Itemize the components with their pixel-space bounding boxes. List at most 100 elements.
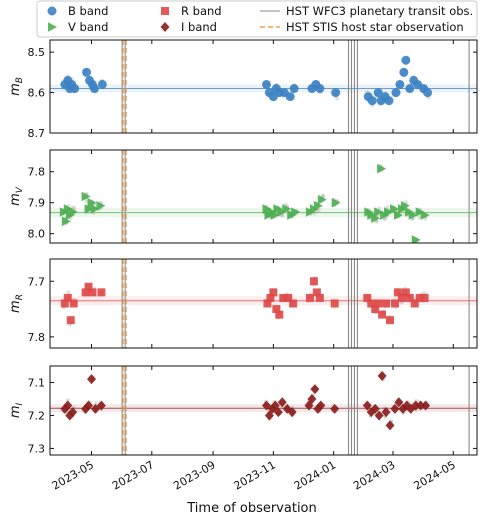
data-point	[310, 384, 320, 395]
data-point	[89, 84, 99, 94]
data-point	[423, 88, 433, 98]
data-point	[371, 305, 380, 314]
data-point	[263, 299, 272, 308]
y-tick-label: 7.7	[28, 275, 46, 288]
data-point	[277, 397, 287, 408]
data-point	[395, 79, 405, 89]
y-tick-label: 7.8	[28, 331, 46, 344]
data-point	[81, 191, 91, 202]
data-point	[378, 310, 387, 319]
legend-marker	[48, 22, 57, 32]
data-point	[269, 288, 278, 297]
exposure-point	[377, 206, 382, 211]
axes-frame	[49, 149, 478, 244]
data-point	[289, 299, 298, 308]
data-point	[371, 213, 381, 223]
data-point	[63, 400, 73, 411]
exposure-point	[403, 200, 408, 205]
legend-marker	[160, 22, 170, 32]
data-point	[411, 400, 421, 411]
data-point	[405, 293, 414, 302]
data-point	[81, 288, 90, 297]
data-point	[415, 207, 425, 217]
data-point	[401, 55, 411, 65]
data-point	[291, 207, 301, 217]
panel-i: 7.1 7.2 7.3 mI	[8, 365, 478, 456]
data-point	[90, 204, 100, 214]
legend-marker	[161, 7, 169, 15]
data-point	[393, 288, 402, 297]
data-point	[411, 235, 421, 243]
y-tick-label: 8.6	[28, 87, 46, 100]
y-tick-label: 7.1	[28, 376, 46, 389]
data-point	[261, 79, 271, 89]
data-point	[390, 403, 400, 414]
data-point	[416, 400, 426, 411]
legend-entry: HST STIS host star observation	[260, 20, 464, 34]
x-tick-label: 2023-09	[171, 458, 217, 492]
data-point	[282, 204, 292, 214]
x-axis-label: Time of observation	[186, 501, 317, 516]
exposure-point	[417, 215, 422, 220]
data-point	[289, 84, 299, 94]
data-point	[305, 293, 314, 302]
data-point	[362, 400, 372, 411]
data-point	[415, 293, 424, 302]
data-point	[420, 210, 430, 220]
y-tick-label: 7.3	[28, 442, 46, 455]
data-point	[68, 207, 78, 217]
data-point	[277, 207, 287, 217]
data-point	[87, 197, 97, 208]
data-point	[315, 293, 324, 302]
data-point	[97, 288, 106, 297]
panel-v: 7.8 7.9 8.0 mV	[8, 149, 478, 244]
data-point	[408, 210, 418, 220]
data-point	[68, 407, 78, 418]
x-tick-label: 2023-05	[50, 458, 96, 492]
data-point	[384, 96, 394, 106]
exposure-point	[93, 401, 98, 406]
y-axis-label: mR	[8, 294, 25, 313]
data-point	[284, 293, 293, 302]
axes-frame	[49, 365, 478, 456]
exposure-point	[280, 213, 285, 218]
data-point	[401, 288, 410, 297]
y-axis-label: mI	[8, 402, 25, 418]
data-point	[397, 293, 406, 302]
data-point	[386, 316, 395, 325]
x-tick-label: 2023-11	[232, 458, 278, 492]
data-point	[285, 92, 295, 102]
panel-b: 8.5 8.6 8.7 mB	[8, 39, 478, 140]
panels: 8.5 8.6 8.7 mB 7.8 7.9 8.0 mV 7.7 7.8 mR 7.1 7.2 7.3 m…	[8, 39, 478, 493]
y-axis-label: mB	[8, 77, 25, 96]
x-tick-label: 2023-07	[110, 458, 156, 492]
data-point	[367, 299, 376, 308]
exposure-point	[334, 96, 339, 101]
data-point	[384, 207, 394, 217]
legend: B band V band R band I band HST WFC3 planeta…	[36, 0, 478, 38]
exposure-point	[66, 290, 71, 295]
legend-entry: B band	[47, 4, 108, 18]
exposure-point	[72, 205, 77, 210]
data-point	[316, 400, 326, 411]
data-point	[381, 407, 391, 418]
y-tick-label: 8.5	[28, 46, 46, 59]
data-point	[307, 393, 317, 404]
x-tick-label: 2024-03	[351, 458, 397, 492]
legend-entry: HST WFC3 planetary transit obs.	[260, 4, 473, 18]
data-point	[393, 210, 403, 220]
y-tick-label: 7.2	[28, 409, 46, 422]
data-point	[399, 67, 409, 77]
legend-label: B band	[68, 4, 108, 18]
data-point	[317, 194, 327, 205]
data-point	[96, 201, 106, 211]
data-point	[97, 79, 107, 89]
data-point	[385, 420, 395, 431]
data-point	[420, 293, 429, 302]
exposure-point	[84, 199, 89, 204]
data-point	[400, 201, 410, 211]
data-point	[273, 407, 283, 418]
data-point	[391, 88, 401, 98]
legend-label: V band	[68, 20, 108, 34]
data-point	[272, 305, 281, 314]
